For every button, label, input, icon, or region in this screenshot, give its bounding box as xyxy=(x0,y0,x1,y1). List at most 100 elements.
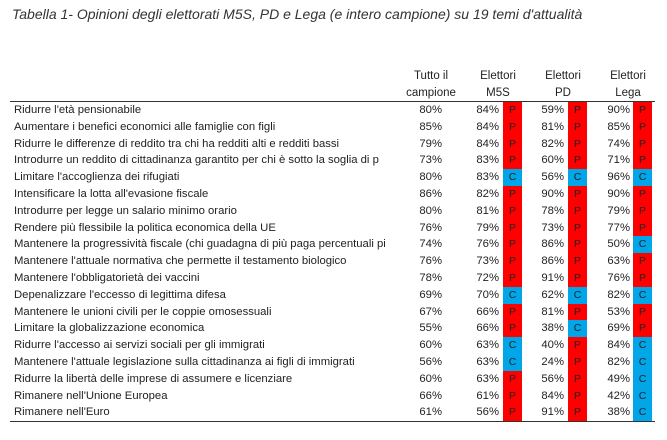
table-row: Mantenere l'attuale legislazione sulla c… xyxy=(10,354,655,371)
table-row: Introdurre per legge un salario minimo o… xyxy=(10,202,655,220)
total-value: 80% xyxy=(419,171,442,184)
header-line: Tutto il xyxy=(413,70,449,82)
pd-value: 91% xyxy=(541,272,564,284)
lega-marker: P xyxy=(633,118,652,136)
pd-marker: P xyxy=(568,135,587,153)
pd-value: 84% xyxy=(541,389,564,402)
m5s-value: 76% xyxy=(476,238,499,251)
table-row: Depenalizzare l'eccesso di legittima dif… xyxy=(10,286,655,304)
lega-marker: P xyxy=(633,102,652,119)
m5s-value: 83% xyxy=(476,171,499,184)
m5s-value: 72% xyxy=(476,272,499,284)
topic-label: Ridurre le differenze di reddito tra chi… xyxy=(14,137,340,150)
pd-value: 90% xyxy=(541,188,564,200)
table-row: Mantenere l'attuale normativa che permet… xyxy=(10,253,655,271)
pd-value: 59% xyxy=(541,104,564,116)
pd-marker: P xyxy=(568,303,587,321)
total-value: 66% xyxy=(419,389,442,402)
topic-label: Depenalizzare l'eccesso di legittima dif… xyxy=(14,288,226,301)
lega-value: 85% xyxy=(607,120,630,133)
lega-marker: C xyxy=(633,404,652,422)
lega-marker: C xyxy=(633,236,652,254)
total-value: 86% xyxy=(419,188,442,200)
topic-label: Rimanere nell'Unione Europea xyxy=(14,389,168,402)
table-row: Ridurre le differenze di reddito tra chi… xyxy=(10,135,655,153)
topic-label: Limitare l'accoglienza dei rifugiati xyxy=(14,171,180,184)
m5s-marker: P xyxy=(503,102,522,119)
pd-value: 91% xyxy=(541,406,564,419)
pd-value: 56% xyxy=(541,171,564,184)
pd-value: 78% xyxy=(541,204,564,217)
table-row: Rimanere nell'Unione Europea 66% 61% P 8… xyxy=(10,387,655,405)
pd-marker: P xyxy=(568,152,587,170)
total-value: 56% xyxy=(419,356,442,368)
m5s-marker: C xyxy=(503,337,522,355)
lega-value: 90% xyxy=(607,104,630,116)
lega-value: 50% xyxy=(607,238,630,251)
lega-value: 77% xyxy=(607,221,630,234)
lega-value: 90% xyxy=(607,188,630,200)
m5s-marker: P xyxy=(503,404,522,422)
pd-marker: P xyxy=(568,270,587,287)
m5s-marker: P xyxy=(503,202,522,220)
m5s-marker: P xyxy=(503,303,522,321)
topic-label: Introdurre un reddito di cittadinanza ga… xyxy=(14,154,379,167)
total-value: 76% xyxy=(419,255,442,268)
lega-value: 96% xyxy=(607,171,630,184)
m5s-marker: P xyxy=(503,135,522,153)
pd-value: 82% xyxy=(541,137,564,150)
topic-label: Ridurre l'età pensionabile xyxy=(14,104,142,116)
m5s-marker: P xyxy=(503,253,522,271)
pd-value: 73% xyxy=(541,221,564,234)
lega-marker: C xyxy=(633,337,652,355)
pd-marker: P xyxy=(568,186,587,203)
lega-marker: P xyxy=(633,135,652,153)
lega-marker: P xyxy=(633,152,652,170)
lega-value: 71% xyxy=(607,154,630,167)
table-row: Ridurre l'età pensionabile 80% 84% P 59%… xyxy=(10,102,655,119)
total-value: 55% xyxy=(419,322,442,335)
header-pd: Elettori PD xyxy=(533,68,593,102)
lega-value: 76% xyxy=(607,272,630,284)
m5s-value: 73% xyxy=(476,255,499,268)
pd-value: 56% xyxy=(541,372,564,385)
pd-marker: C xyxy=(568,320,587,338)
m5s-value: 84% xyxy=(476,120,499,133)
total-value: 80% xyxy=(419,104,442,116)
topic-label: Rimanere nell'Euro xyxy=(14,406,110,419)
m5s-value: 83% xyxy=(476,154,499,167)
lega-marker: C xyxy=(633,286,652,304)
header-line: Lega xyxy=(615,87,641,99)
topic-label: Mantenere la progressività fiscale (chi … xyxy=(14,238,386,251)
lega-marker: P xyxy=(633,219,652,237)
m5s-value: 66% xyxy=(476,305,499,318)
lega-marker: C xyxy=(633,169,652,187)
lega-value: 53% xyxy=(607,305,630,318)
lega-value: 49% xyxy=(607,372,630,385)
topic-label: Ridurre la libertà delle imprese di assu… xyxy=(14,372,293,385)
header-total: Tutto il campione xyxy=(400,68,462,102)
header-divider xyxy=(10,101,655,102)
topic-label: Intensificare la lotta all'evasione fisc… xyxy=(14,188,209,200)
m5s-marker: P xyxy=(503,270,522,287)
m5s-marker: P xyxy=(503,236,522,254)
topic-label: Ridurre l'accesso ai servizi sociali per… xyxy=(14,339,265,352)
pd-value: 86% xyxy=(541,238,564,251)
m5s-marker: C xyxy=(503,169,522,187)
pd-marker: P xyxy=(568,102,587,119)
table-row: Rimanere nell'Euro 61% 56% P 91% P 38% C xyxy=(10,404,655,422)
lega-value: 82% xyxy=(607,356,630,368)
total-value: 73% xyxy=(419,154,442,167)
pd-value: 24% xyxy=(541,356,564,368)
header-m5s: Elettori M5S xyxy=(468,68,528,102)
pd-marker: P xyxy=(568,236,587,254)
pd-marker: P xyxy=(568,404,587,422)
topic-label: Mantenere l'attuale normativa che permet… xyxy=(14,255,347,268)
topic-label: Mantenere l'obbligatorietà dei vaccini xyxy=(14,272,200,284)
m5s-value: 84% xyxy=(476,137,499,150)
lega-marker: C xyxy=(633,387,652,405)
header-line: PD xyxy=(555,87,571,99)
pd-marker: P xyxy=(568,118,587,136)
pd-marker: C xyxy=(568,169,587,187)
pd-value: 81% xyxy=(541,120,564,133)
